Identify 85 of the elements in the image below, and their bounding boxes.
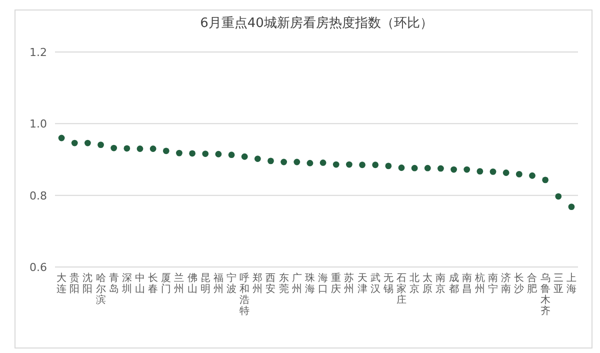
point xyxy=(71,140,78,146)
point xyxy=(228,152,235,158)
x-tick-label: 福州 xyxy=(213,272,224,295)
x-tick-label: 厦门 xyxy=(161,273,172,295)
point xyxy=(424,164,431,172)
point xyxy=(476,168,484,175)
point xyxy=(110,144,118,152)
point xyxy=(359,162,366,168)
x-tick-label: 太原 xyxy=(422,272,433,295)
y-tick-label: 1.2 xyxy=(30,46,47,59)
x-tick-label: 上海 xyxy=(566,272,576,295)
x-tick-label: 贵阳 xyxy=(70,272,80,295)
point xyxy=(555,193,562,200)
point xyxy=(189,150,196,157)
x-tick-label: 广州 xyxy=(292,272,302,295)
x-tick-label: 长春 xyxy=(148,272,158,295)
y-tick-label: 0.6 xyxy=(30,261,47,274)
x-tick-label: 西安 xyxy=(266,273,276,295)
point xyxy=(176,150,182,156)
y-tick-label: 0.8 xyxy=(30,189,47,202)
point xyxy=(241,153,248,160)
x-tick-label: 大连 xyxy=(56,272,67,295)
x-tick-label: 南昌 xyxy=(462,272,472,295)
point xyxy=(215,150,222,158)
point xyxy=(306,160,314,166)
x-tick-label: 石家庄 xyxy=(396,273,406,306)
point xyxy=(346,161,352,168)
point xyxy=(254,156,261,162)
chart-title: 6月重点40城新房看房热度指数（环比） xyxy=(200,15,433,31)
x-tick-label: 哈尔滨 xyxy=(96,272,106,306)
point xyxy=(294,158,300,166)
point xyxy=(516,170,522,178)
point xyxy=(162,148,170,154)
point xyxy=(280,158,288,166)
point xyxy=(490,168,496,175)
point xyxy=(98,142,104,148)
point xyxy=(124,145,130,152)
x-tick-label: 珠海 xyxy=(304,272,315,295)
x-tick-label: 天津 xyxy=(357,273,368,295)
x-tick-label: 长沙 xyxy=(514,272,524,295)
x-tick-label: 无锡 xyxy=(382,273,394,295)
point xyxy=(268,158,274,164)
point xyxy=(385,162,392,170)
x-tick-label: 济南 xyxy=(501,272,512,295)
x-tick-label: 宁波 xyxy=(226,272,237,295)
point xyxy=(320,160,326,166)
point xyxy=(202,150,209,157)
point xyxy=(529,172,536,179)
x-tick-label: 南京 xyxy=(436,272,446,295)
x-tick-label: 海口 xyxy=(318,272,328,295)
x-tick-label: 武汉 xyxy=(370,272,380,295)
x-tick-label: 昆明 xyxy=(200,273,210,295)
x-tick-label: 乌鲁木齐 xyxy=(540,272,550,317)
x-tick-label: 郑州 xyxy=(252,272,263,295)
x-tick-label: 三亚 xyxy=(553,273,564,295)
x-tick-label: 兰州 xyxy=(174,272,184,295)
point xyxy=(398,164,405,171)
x-tick-label: 成都 xyxy=(448,272,459,295)
x-tick-label: 呼和浩特 xyxy=(240,272,250,317)
point xyxy=(332,161,340,168)
point xyxy=(464,166,470,173)
x-tick-label: 深圳 xyxy=(120,272,132,295)
x-tick-label: 佛山 xyxy=(187,273,198,295)
x-tick-label: 北京 xyxy=(410,272,420,295)
x-tick-label: 苏州 xyxy=(344,272,354,295)
point xyxy=(542,176,549,184)
point xyxy=(568,204,575,210)
point xyxy=(84,140,91,146)
x-tick-label: 重庆 xyxy=(331,272,342,295)
point xyxy=(136,146,144,152)
x-tick-label: 青岛 xyxy=(108,272,119,295)
x-tick-label: 东莞 xyxy=(278,272,289,295)
x-tick-label: 沈阳 xyxy=(82,272,93,295)
point xyxy=(58,134,65,142)
point xyxy=(411,164,418,172)
point xyxy=(450,166,457,173)
point xyxy=(438,165,444,172)
point xyxy=(150,146,156,152)
x-tick-label: 南宁 xyxy=(488,272,498,295)
y-tick-label: 1.0 xyxy=(30,118,47,131)
point xyxy=(372,162,379,168)
point xyxy=(502,170,510,176)
x-tick-label: 中山 xyxy=(134,272,145,295)
x-tick-label: 杭州 xyxy=(474,272,485,295)
x-tick-label: 合肥 xyxy=(527,272,538,295)
